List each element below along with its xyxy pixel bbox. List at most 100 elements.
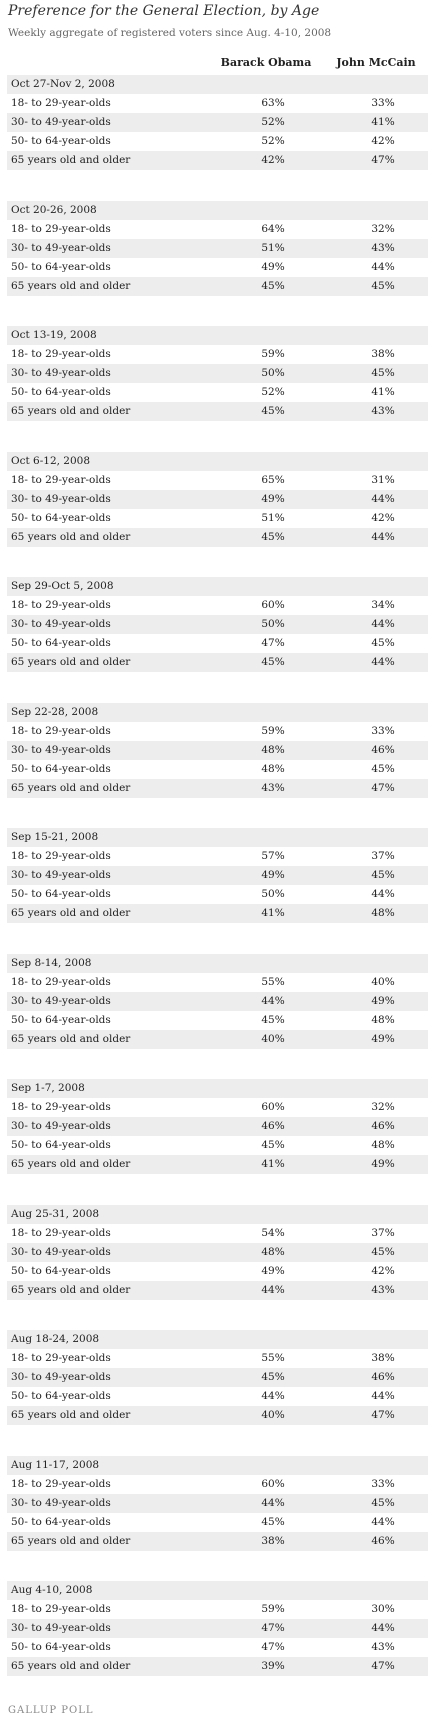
obama-value: 40% — [261, 1032, 285, 1045]
age-group-label: 18- to 29-year-olds — [11, 1226, 111, 1239]
table-row: 65 years old and older 41% 49% — [7, 1155, 428, 1175]
age-group-label: 30- to 49-year-olds — [11, 869, 111, 882]
mccain-value: 44% — [371, 1622, 395, 1635]
table-row: 18- to 29-year-olds 59% 33% — [7, 722, 428, 741]
period-group: Oct 20-26, 2008 18- to 29-year-olds 64% 32%… — [7, 200, 428, 327]
period-group: Sep 22-28, 2008 18- to 29-year-olds 59% 33%… — [7, 702, 428, 829]
mccain-value: 49% — [371, 994, 395, 1007]
table-row: 30- to 49-year-olds 49% 44% — [7, 489, 428, 509]
mccain-value: 46% — [371, 1120, 395, 1133]
age-group-label: 65 years old and older — [11, 656, 131, 669]
obama-value: 64% — [261, 222, 285, 235]
column-header-mccain: John McCain — [336, 56, 416, 69]
age-group-label: 18- to 29-year-olds — [11, 473, 111, 486]
mccain-value: 43% — [371, 1283, 395, 1296]
mccain-value: 47% — [371, 154, 395, 167]
mccain-value: 43% — [371, 1641, 395, 1654]
period-group: Sep 8-14, 2008 18- to 29-year-olds 55% 40% 3… — [7, 953, 428, 1080]
period-header-row: Oct 13-19, 2008 — [7, 326, 428, 345]
obama-value: 48% — [261, 762, 285, 775]
period-header-row: Aug 11-17, 2008 — [7, 1455, 428, 1475]
age-group-label: 50- to 64-year-olds — [11, 1013, 111, 1026]
table-row: 30- to 49-year-olds 50% 45% — [7, 364, 428, 384]
age-group-label: 50- to 64-year-olds — [11, 1139, 111, 1152]
table-row: 65 years old and older 45% 45% — [7, 276, 428, 296]
table-row: 65 years old and older 45% 43% — [7, 402, 428, 422]
mccain-value: 33% — [371, 97, 395, 110]
table-row: 50- to 64-year-olds 52% 42% — [7, 132, 428, 151]
table-row: 50- to 64-year-olds 45% 48% — [7, 1136, 428, 1155]
mccain-value: 44% — [371, 888, 395, 901]
obama-value: 45% — [261, 279, 285, 292]
age-group-label: 30- to 49-year-olds — [11, 1245, 111, 1258]
age-group-label: 30- to 49-year-olds — [11, 994, 111, 1007]
age-group-label: 30- to 49-year-olds — [11, 1371, 111, 1384]
table-row: 30- to 49-year-olds 52% 41% — [7, 113, 428, 133]
mccain-value: 47% — [371, 1660, 395, 1673]
table-row: 18- to 29-year-olds 60% 32% — [7, 1098, 428, 1117]
obama-value: 44% — [261, 1283, 285, 1296]
obama-value: 54% — [261, 1226, 285, 1239]
obama-value: 45% — [261, 1371, 285, 1384]
mccain-value: 41% — [371, 116, 395, 129]
age-group-label: 50- to 64-year-olds — [11, 511, 111, 524]
obama-value: 45% — [261, 530, 285, 543]
period-group: Sep 1-7, 2008 18- to 29-year-olds 60% 32% 30… — [7, 1079, 428, 1205]
mccain-value: 46% — [371, 1534, 395, 1547]
mccain-value: 45% — [371, 1496, 395, 1509]
mccain-value: 48% — [371, 1013, 395, 1026]
table-row: 65 years old and older 42% 47% — [7, 151, 428, 171]
table-row: 18- to 29-year-olds 55% 40% — [7, 973, 428, 992]
chart-title: Preference for the General Election, by … — [8, 3, 320, 19]
age-group-label: 18- to 29-year-olds — [11, 348, 111, 361]
mccain-value: 37% — [371, 1226, 395, 1239]
table-row: 50- to 64-year-olds 52% 41% — [7, 383, 428, 402]
table-row: 30- to 49-year-olds 48% 45% — [7, 1242, 428, 1262]
mccain-value: 32% — [371, 222, 395, 235]
mccain-value: 46% — [371, 1371, 395, 1384]
obama-value: 51% — [261, 511, 285, 524]
obama-value: 45% — [261, 1515, 285, 1528]
mccain-value: 38% — [371, 348, 395, 361]
age-group-label: 50- to 64-year-olds — [11, 386, 111, 399]
table-row: 18- to 29-year-olds 65% 31% — [7, 471, 428, 490]
mccain-value: 44% — [371, 260, 395, 273]
age-group-label: 30- to 49-year-olds — [11, 618, 111, 631]
mccain-value: 38% — [371, 1352, 395, 1365]
mccain-value: 46% — [371, 743, 395, 756]
mccain-value: 37% — [371, 850, 395, 863]
table-row: 18- to 29-year-olds 63% 33% — [7, 94, 428, 113]
table-row: 50- to 64-year-olds 49% 44% — [7, 258, 428, 277]
age-group-label: 50- to 64-year-olds — [11, 1264, 111, 1277]
table-row: 65 years old and older 38% 46% — [7, 1531, 428, 1551]
mccain-value: 44% — [371, 530, 395, 543]
obama-value: 45% — [261, 1013, 285, 1026]
mccain-value: 49% — [371, 1158, 395, 1171]
obama-value: 45% — [261, 405, 285, 418]
mccain-value: 44% — [371, 1390, 395, 1403]
age-group-label: 65 years old and older — [11, 1660, 131, 1673]
mccain-value: 47% — [371, 781, 395, 794]
table-row: 50- to 64-year-olds 45% 44% — [7, 1513, 428, 1532]
age-group-label: 65 years old and older — [11, 907, 131, 920]
obama-value: 48% — [261, 1245, 285, 1258]
period-header-row: Aug 4-10, 2008 — [7, 1581, 428, 1600]
mccain-value: 33% — [371, 724, 395, 737]
mccain-value: 32% — [371, 1101, 395, 1114]
table-row: 18- to 29-year-olds 60% 33% — [7, 1475, 428, 1494]
period-group: Aug 25-31, 2008 18- to 29-year-olds 54% 37%… — [7, 1204, 428, 1331]
obama-value: 52% — [261, 135, 285, 148]
period-group: Sep 29-Oct 5, 2008 18- to 29-year-olds 60%… — [7, 577, 428, 703]
mccain-value: 42% — [371, 511, 395, 524]
age-group-label: 18- to 29-year-olds — [11, 222, 111, 235]
age-group-label: 30- to 49-year-olds — [11, 492, 111, 505]
age-group-label: 65 years old and older — [11, 279, 131, 292]
age-group-label: 50- to 64-year-olds — [11, 762, 111, 775]
obama-value: 63% — [261, 97, 285, 110]
table-row: 50- to 64-year-olds 48% 45% — [7, 760, 428, 779]
table-row: 65 years old and older 45% 44% — [7, 653, 428, 673]
obama-value: 59% — [261, 348, 285, 361]
source-footer: GALLUP POLL — [8, 1705, 94, 1716]
period-header-row: Oct 27-Nov 2, 2008 — [7, 75, 428, 94]
obama-value: 51% — [261, 241, 285, 254]
